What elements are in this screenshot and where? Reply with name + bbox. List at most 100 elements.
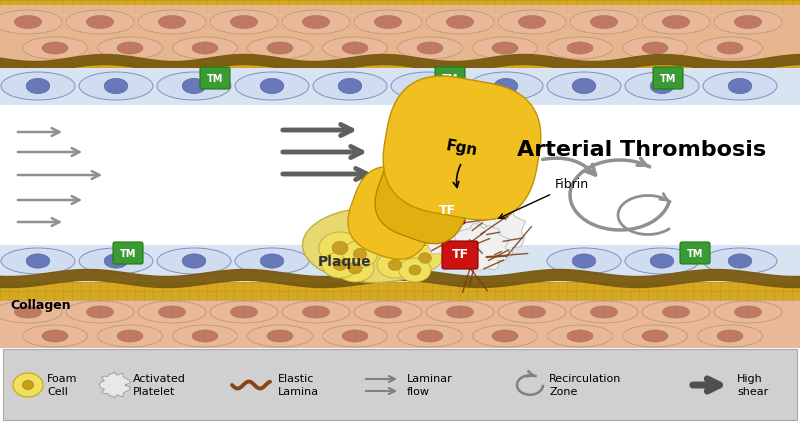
- Ellipse shape: [322, 37, 387, 59]
- Ellipse shape: [518, 306, 546, 318]
- Ellipse shape: [26, 78, 50, 94]
- Ellipse shape: [377, 252, 413, 278]
- Ellipse shape: [547, 37, 613, 59]
- Bar: [0, 105, 800, 253]
- Ellipse shape: [409, 265, 421, 275]
- FancyBboxPatch shape: [429, 196, 465, 224]
- Ellipse shape: [642, 301, 710, 323]
- FancyBboxPatch shape: [653, 67, 683, 89]
- Text: Lamina: Lamina: [278, 387, 319, 397]
- Polygon shape: [422, 209, 487, 261]
- Ellipse shape: [230, 15, 258, 29]
- Text: TF: TF: [451, 248, 469, 261]
- Ellipse shape: [104, 254, 128, 268]
- Ellipse shape: [282, 301, 350, 323]
- Ellipse shape: [650, 78, 674, 94]
- Ellipse shape: [336, 254, 374, 282]
- Ellipse shape: [446, 15, 474, 29]
- Ellipse shape: [354, 248, 366, 260]
- Ellipse shape: [117, 330, 143, 342]
- Ellipse shape: [173, 37, 238, 59]
- Ellipse shape: [717, 330, 743, 342]
- Bar: [0, 68, 800, 105]
- Ellipse shape: [104, 78, 128, 94]
- Ellipse shape: [492, 42, 518, 54]
- Ellipse shape: [86, 15, 114, 29]
- Ellipse shape: [260, 78, 284, 94]
- Ellipse shape: [391, 72, 465, 100]
- Ellipse shape: [0, 301, 62, 323]
- FancyBboxPatch shape: [3, 349, 797, 420]
- Ellipse shape: [570, 10, 638, 34]
- Ellipse shape: [342, 42, 368, 54]
- Ellipse shape: [717, 42, 743, 54]
- Text: TM: TM: [442, 74, 458, 84]
- Ellipse shape: [182, 78, 206, 94]
- Ellipse shape: [734, 306, 762, 318]
- Ellipse shape: [416, 78, 440, 94]
- Ellipse shape: [247, 325, 313, 347]
- Ellipse shape: [332, 241, 348, 255]
- Ellipse shape: [572, 78, 596, 94]
- Ellipse shape: [547, 248, 621, 274]
- Polygon shape: [429, 183, 510, 247]
- Ellipse shape: [313, 72, 387, 100]
- Ellipse shape: [714, 301, 782, 323]
- Ellipse shape: [728, 78, 752, 94]
- Ellipse shape: [267, 42, 293, 54]
- FancyBboxPatch shape: [680, 242, 710, 264]
- Ellipse shape: [622, 37, 687, 59]
- Ellipse shape: [494, 78, 518, 94]
- Ellipse shape: [388, 260, 402, 270]
- Ellipse shape: [182, 254, 206, 268]
- Ellipse shape: [408, 245, 442, 270]
- Text: Laminar: Laminar: [407, 374, 453, 384]
- Ellipse shape: [492, 330, 518, 342]
- Ellipse shape: [622, 325, 687, 347]
- Ellipse shape: [354, 10, 422, 34]
- Text: TM: TM: [660, 74, 676, 84]
- FancyBboxPatch shape: [113, 242, 143, 264]
- FancyBboxPatch shape: [200, 67, 230, 89]
- Ellipse shape: [417, 42, 443, 54]
- Text: TM: TM: [207, 74, 223, 84]
- Text: flow: flow: [407, 387, 430, 397]
- Ellipse shape: [157, 248, 231, 274]
- Ellipse shape: [518, 15, 546, 29]
- Ellipse shape: [192, 42, 218, 54]
- Text: TM: TM: [120, 249, 136, 259]
- Ellipse shape: [399, 258, 431, 282]
- Ellipse shape: [650, 254, 674, 268]
- Bar: [0, 282, 800, 300]
- Ellipse shape: [426, 301, 494, 323]
- Ellipse shape: [235, 72, 309, 100]
- Ellipse shape: [398, 325, 462, 347]
- Ellipse shape: [338, 78, 362, 94]
- Ellipse shape: [98, 37, 162, 59]
- Ellipse shape: [590, 15, 618, 29]
- Ellipse shape: [138, 301, 206, 323]
- Ellipse shape: [22, 37, 87, 59]
- Ellipse shape: [138, 10, 206, 34]
- Ellipse shape: [662, 306, 690, 318]
- Text: IIa: IIa: [414, 187, 434, 205]
- Ellipse shape: [367, 233, 382, 246]
- Ellipse shape: [342, 330, 368, 342]
- Ellipse shape: [333, 260, 347, 270]
- Ellipse shape: [662, 15, 690, 29]
- Polygon shape: [100, 372, 130, 398]
- Ellipse shape: [418, 253, 431, 263]
- Text: Collagen: Collagen: [10, 299, 70, 311]
- Text: Plaque: Plaque: [318, 255, 372, 269]
- Ellipse shape: [547, 325, 613, 347]
- Ellipse shape: [355, 225, 395, 255]
- Ellipse shape: [625, 248, 699, 274]
- Ellipse shape: [572, 254, 596, 268]
- Ellipse shape: [86, 306, 114, 318]
- Text: Foam: Foam: [47, 374, 78, 384]
- Ellipse shape: [302, 208, 447, 283]
- Ellipse shape: [26, 254, 50, 268]
- Ellipse shape: [473, 37, 538, 59]
- Ellipse shape: [282, 10, 350, 34]
- Text: Cell: Cell: [47, 387, 68, 397]
